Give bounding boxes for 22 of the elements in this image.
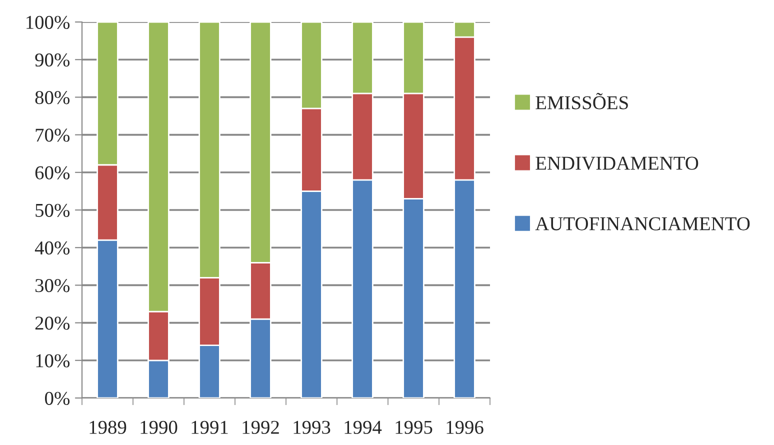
legend-label: EMISSÕES [536, 92, 628, 110]
y-tick-label: 60% [35, 166, 70, 180]
x-tick-label: 1995 [396, 420, 432, 434]
y-tick-label: 70% [36, 128, 70, 142]
y-tick-label: 100% [26, 16, 70, 29]
y-tick-label: 80% [35, 91, 70, 104]
y-tick-label: 10% [36, 354, 70, 368]
x-tick-label: 1992 [242, 420, 279, 434]
y-tick-label: 40% [34, 241, 70, 255]
y-tick-label: 50% [36, 204, 70, 217]
y-tick-label: 30% [35, 279, 70, 292]
legend-label: AUTOFINANCIAMENTO [535, 217, 750, 230]
x-tick-label: 1993 [294, 420, 330, 434]
y-tick-label: 90% [35, 53, 70, 67]
x-tick-label: 1990 [140, 420, 178, 434]
legend-label: ENDIVIDAMENTO [536, 156, 698, 170]
x-tick-label: 1994 [344, 420, 382, 434]
y-tick-label: 20% [35, 316, 70, 330]
x-tick-label: 1989 [90, 420, 126, 434]
x-tick-label: 1991 [192, 420, 228, 434]
x-tick-label: 1996 [446, 420, 484, 434]
y-tick-label: 0% [45, 392, 70, 405]
